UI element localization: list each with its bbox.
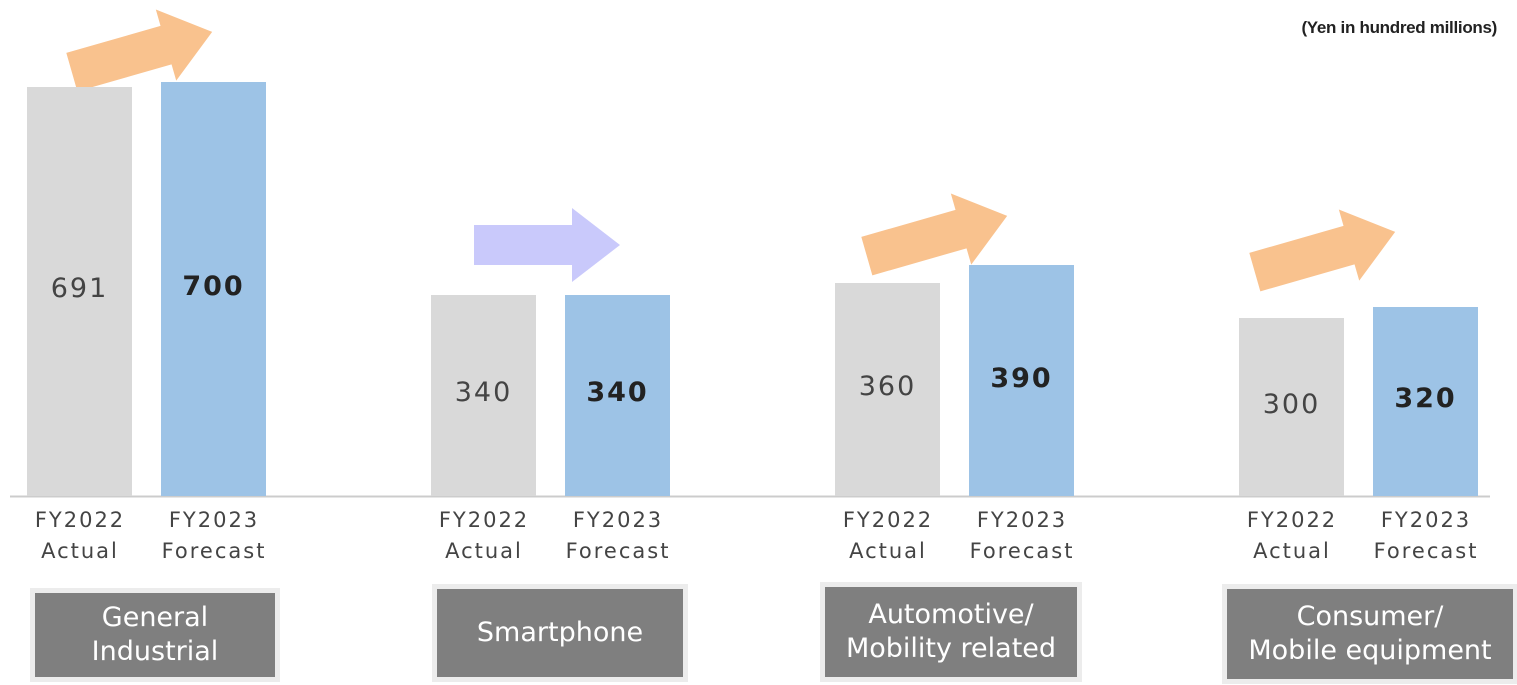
arrows [66,9,1396,292]
series-label: FY2023 Forecast [565,508,671,563]
series-label: FY2023 Forecast [161,508,267,563]
value-label: 340 [586,377,649,409]
arrow-up [861,193,1008,276]
series-label: FY2022 Actual [842,508,934,563]
value-label: 340 [454,377,513,409]
value-label: 300 [1262,389,1321,421]
bar [431,294,536,496]
series-label: FY2022 Actual [34,508,126,563]
value-label: 320 [1394,383,1457,415]
value-label: 390 [990,362,1053,394]
bar [27,86,132,496]
bar [969,265,1074,496]
value-label: 691 [50,273,109,305]
value-label: 360 [858,371,917,403]
arrow-up [66,9,213,92]
value-label: 700 [182,270,245,302]
bar [161,81,266,496]
bar [565,294,670,496]
series-label: FY2022 Actual [438,508,530,563]
series-label: FY2023 Forecast [969,508,1075,563]
series-label: FY2022 Actual [1246,508,1338,563]
bar [1239,318,1344,496]
arrow-flat [474,208,620,282]
category-label: Automotive/ Mobility related [820,582,1082,682]
bar [835,282,940,496]
category-label: Smartphone [432,584,688,682]
category-label: Consumer/ Mobile equipment [1222,584,1517,684]
unit-note: (Yen in hundred millions) [1301,18,1497,37]
series-label: FY2023 Forecast [1373,508,1479,563]
arrow-up [1249,209,1396,292]
bar [1373,306,1478,496]
category-label: General Industrial [30,588,280,682]
